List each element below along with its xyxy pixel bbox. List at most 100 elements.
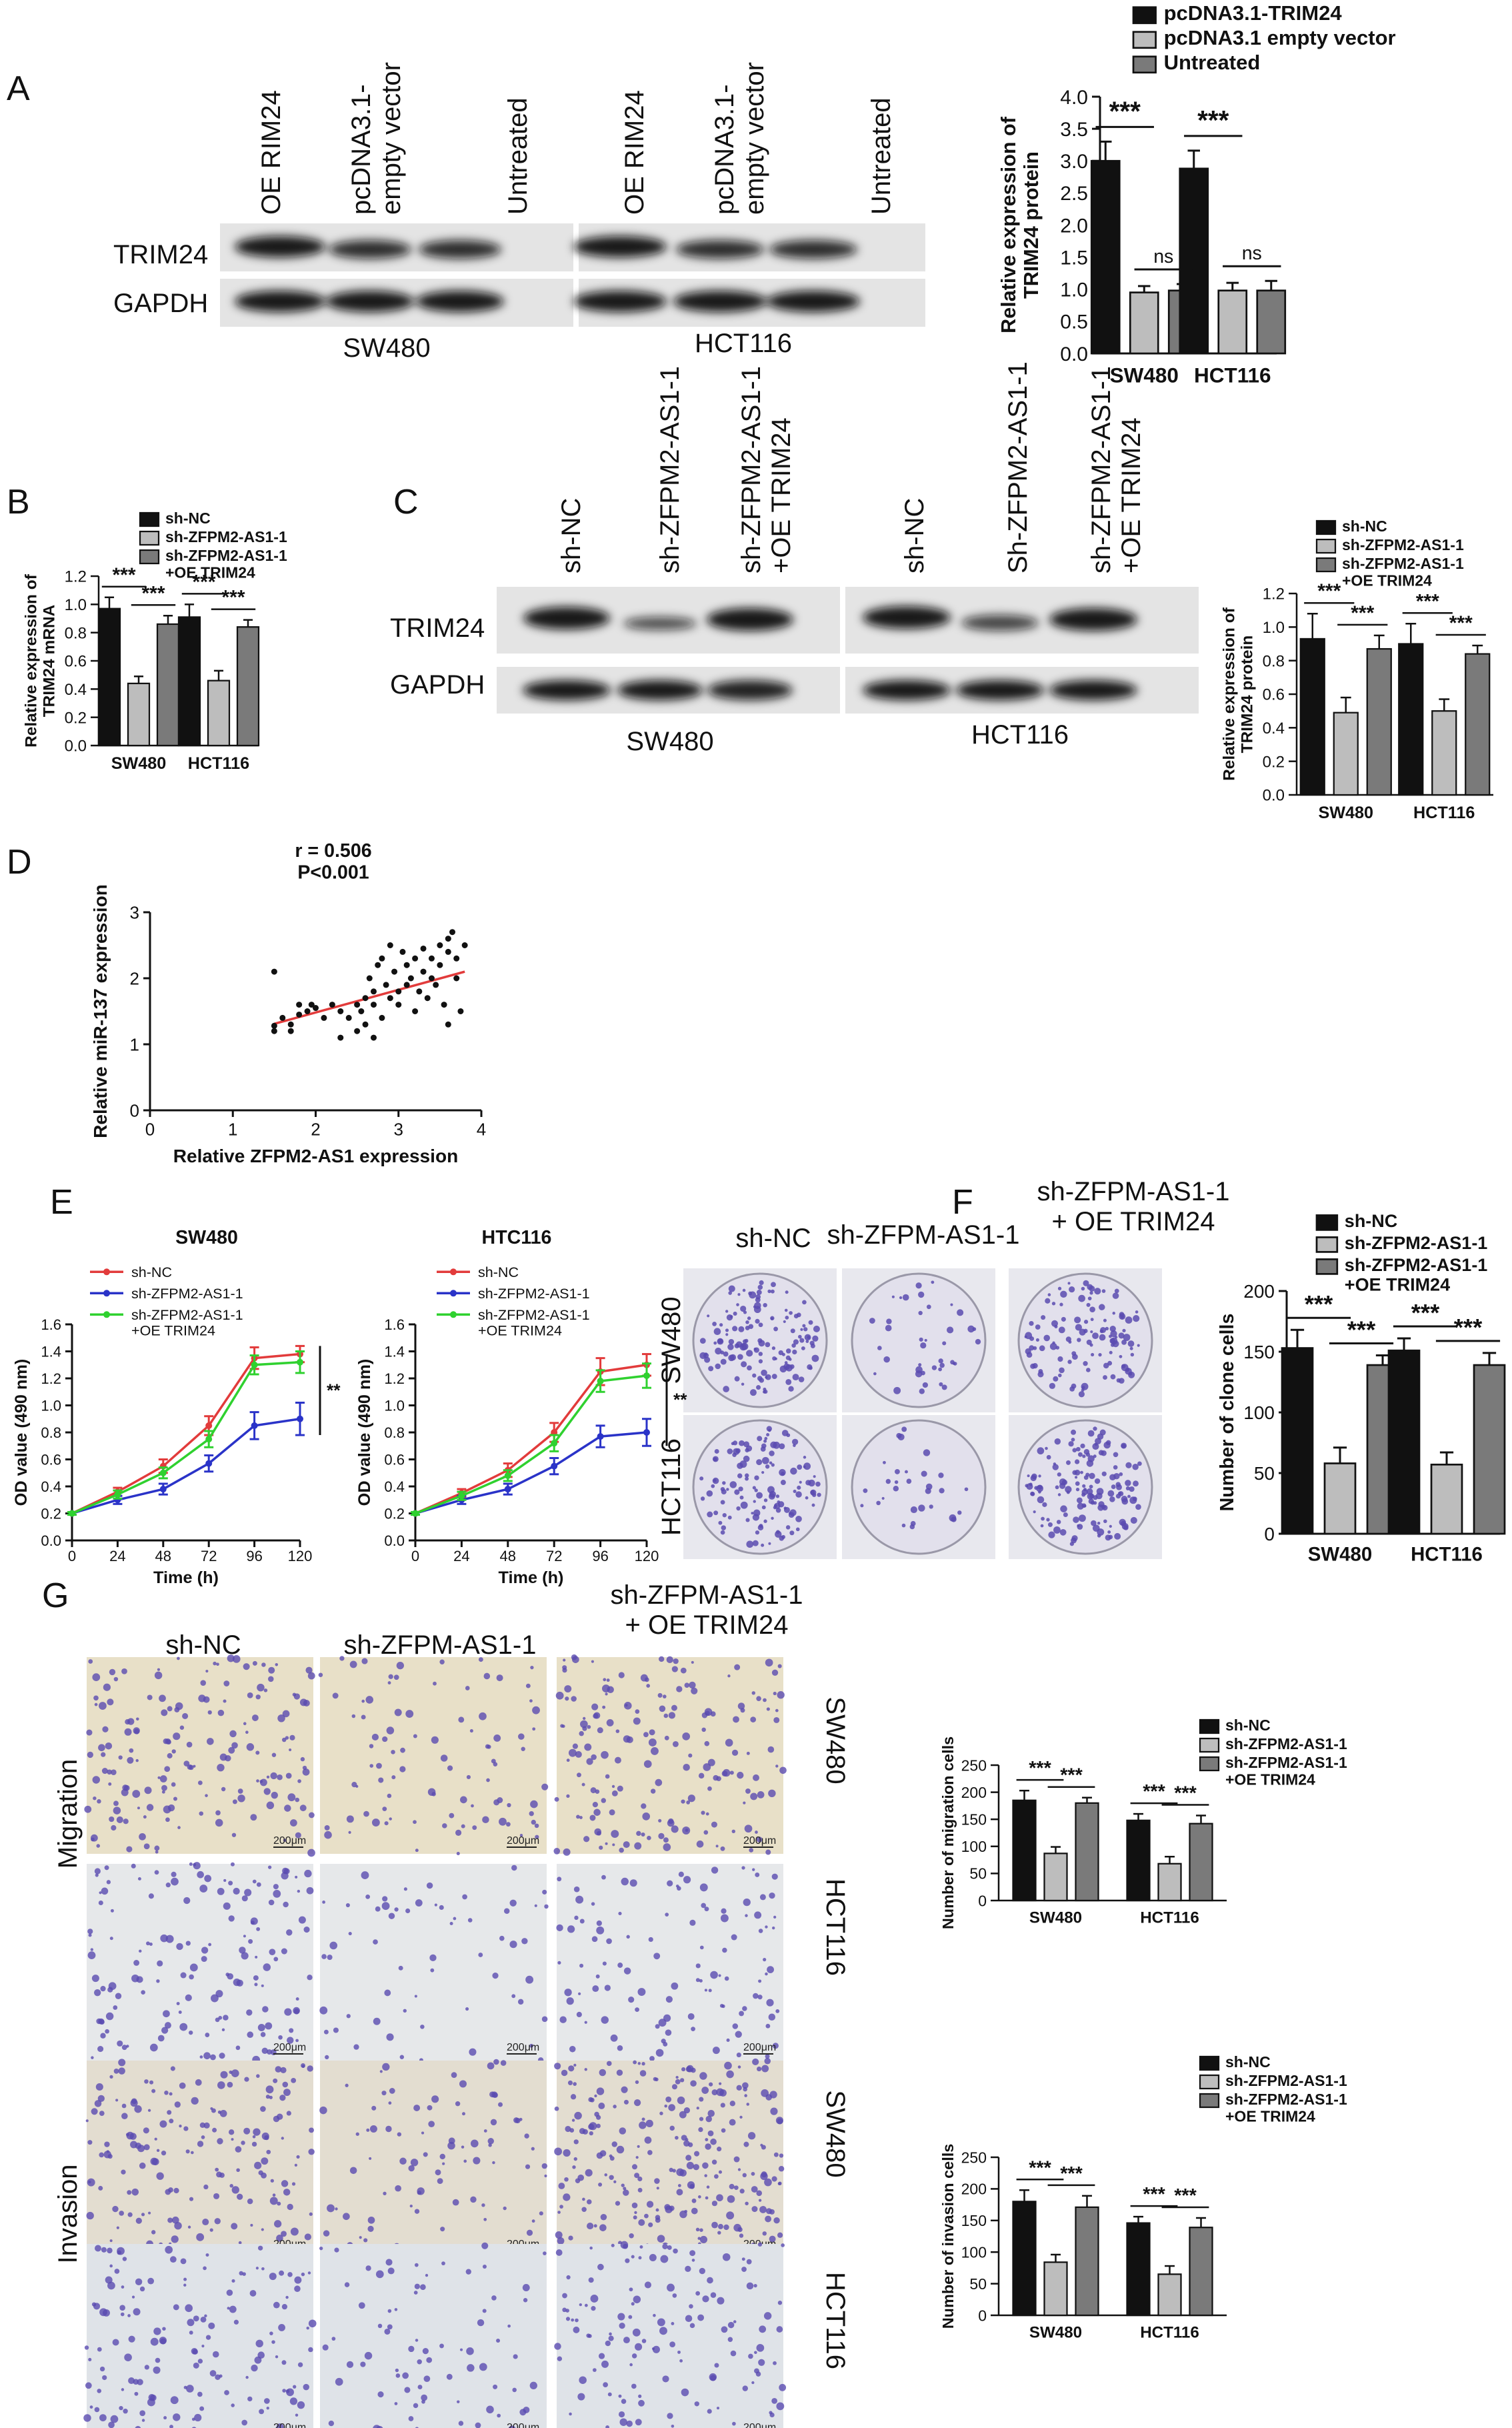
stained-cell bbox=[435, 2169, 441, 2176]
stained-cell bbox=[273, 1890, 281, 1898]
stained-cell bbox=[651, 2347, 655, 2351]
stained-cell bbox=[742, 2006, 747, 2011]
x-tick-label: 0 bbox=[145, 1120, 155, 1140]
colony bbox=[938, 1367, 942, 1372]
stained-cell bbox=[202, 2218, 209, 2226]
band bbox=[523, 680, 611, 700]
stained-cell bbox=[131, 2295, 135, 2299]
stained-cell bbox=[366, 2128, 370, 2132]
colony bbox=[728, 1354, 735, 1362]
band bbox=[863, 606, 951, 629]
stained-cell bbox=[649, 2254, 657, 2261]
y-tick-label: 0.0 bbox=[1060, 343, 1088, 365]
stained-cell bbox=[517, 1999, 524, 2005]
stained-cell bbox=[304, 2233, 311, 2241]
stained-cell bbox=[671, 1825, 679, 1833]
stained-cell bbox=[167, 1752, 173, 1758]
stained-cell bbox=[571, 1696, 577, 1702]
stained-cell bbox=[511, 1865, 517, 1871]
band bbox=[956, 680, 1044, 700]
colony bbox=[771, 1282, 776, 1288]
stained-cell bbox=[381, 1902, 390, 1911]
stained-cell bbox=[477, 2319, 485, 2327]
band bbox=[1049, 608, 1137, 631]
stained-cell bbox=[699, 2267, 705, 2275]
stained-cell bbox=[205, 1669, 209, 1673]
colony bbox=[1100, 1326, 1107, 1333]
stained-cell bbox=[154, 2137, 157, 2141]
data-point bbox=[358, 1008, 365, 1014]
stained-cell bbox=[568, 2235, 573, 2241]
colony bbox=[752, 1540, 759, 1546]
blot-a-row-label: GAPDH bbox=[113, 289, 208, 318]
stained-cell bbox=[503, 1908, 510, 1915]
stained-cell bbox=[287, 2037, 294, 2044]
stained-cell bbox=[532, 1727, 536, 1731]
stained-cell bbox=[130, 2141, 137, 2149]
y-tick-label: 0.6 bbox=[1263, 686, 1285, 704]
stained-cell bbox=[634, 2211, 637, 2215]
stained-cell bbox=[720, 2103, 725, 2108]
colony bbox=[883, 1356, 890, 1363]
significance-label: ns bbox=[1153, 246, 1173, 267]
bar bbox=[1090, 159, 1121, 355]
stained-cell bbox=[423, 2375, 431, 2383]
stained-cell bbox=[623, 1967, 631, 1975]
colony bbox=[1130, 1352, 1135, 1357]
stained-cell bbox=[293, 2385, 297, 2389]
x-tick-label: 0 bbox=[68, 1548, 76, 1564]
bar bbox=[1043, 1853, 1068, 1902]
band bbox=[769, 240, 857, 259]
stained-cell bbox=[306, 1887, 314, 1895]
stained-cell bbox=[410, 2159, 419, 2167]
bar bbox=[1256, 289, 1287, 355]
colony bbox=[921, 1470, 927, 1477]
stained-cell bbox=[733, 2320, 737, 2323]
stained-cell bbox=[704, 1740, 710, 1746]
stained-cell bbox=[486, 1778, 490, 1782]
stained-cell bbox=[481, 2203, 485, 2207]
stained-cell bbox=[309, 2212, 313, 2216]
stained-cell bbox=[773, 2361, 777, 2365]
stained-cell bbox=[606, 1938, 612, 1945]
stained-cell bbox=[197, 2359, 203, 2364]
stained-cell bbox=[565, 1696, 569, 1701]
stained-cell bbox=[171, 2216, 179, 2224]
colony bbox=[1087, 1296, 1092, 1300]
stained-cell bbox=[748, 2353, 753, 2359]
stained-cell bbox=[668, 2104, 675, 2111]
colony bbox=[1041, 1315, 1046, 1320]
data-point bbox=[69, 1510, 75, 1517]
colony bbox=[1133, 1314, 1140, 1322]
colony bbox=[1087, 1492, 1094, 1500]
stained-cell bbox=[686, 1800, 691, 1804]
stained-cell bbox=[759, 2206, 767, 2213]
panel-label-b: B bbox=[7, 483, 30, 521]
colony bbox=[1043, 1334, 1051, 1342]
micrograph bbox=[320, 1657, 547, 1854]
stained-cell bbox=[771, 1873, 778, 1880]
stained-cell bbox=[641, 1833, 645, 1837]
y-tick-label: 0.6 bbox=[65, 653, 87, 671]
colony bbox=[1133, 1480, 1139, 1487]
colony bbox=[1094, 1478, 1101, 1484]
stained-cell bbox=[104, 2141, 110, 2147]
stained-cell bbox=[643, 1732, 649, 1738]
stained-cell bbox=[211, 2108, 216, 2113]
stained-cell bbox=[387, 2309, 392, 2313]
colony bbox=[769, 1490, 776, 1498]
stained-cell bbox=[98, 1744, 105, 1752]
x-tick-label: HCT116 bbox=[1140, 1909, 1199, 1927]
stained-cell bbox=[229, 2070, 233, 2075]
stained-cell bbox=[577, 2174, 585, 2181]
stained-cell bbox=[779, 1766, 787, 1774]
stained-cell bbox=[602, 1961, 607, 1966]
stained-cell bbox=[252, 2135, 256, 2139]
colony bbox=[1110, 1330, 1117, 1338]
stained-cell bbox=[699, 1883, 708, 1892]
stained-cell bbox=[405, 1908, 411, 1914]
stained-cell bbox=[678, 1871, 684, 1877]
colony bbox=[1078, 1294, 1085, 1302]
stained-cell bbox=[598, 2103, 605, 2109]
y-tick-label: 1.6 bbox=[41, 1316, 61, 1333]
